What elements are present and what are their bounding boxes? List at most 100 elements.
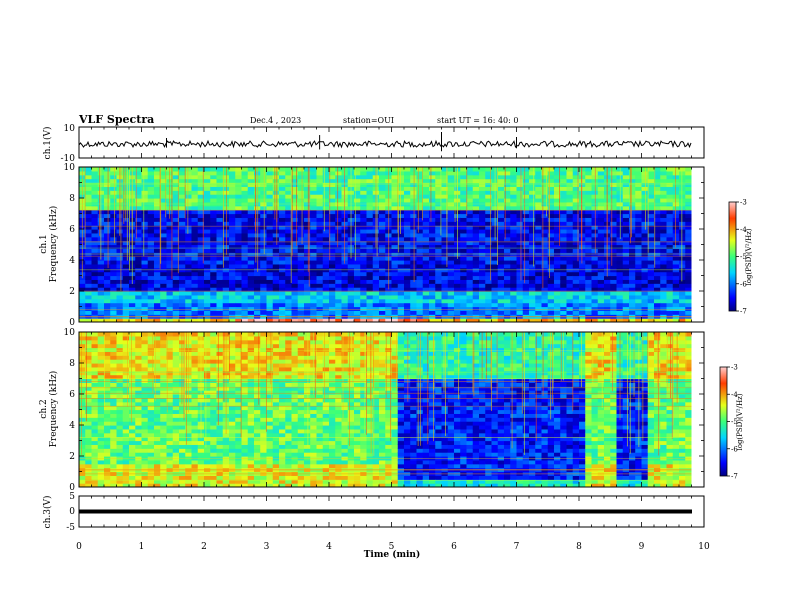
ch2-spectrogram-cell xyxy=(85,452,93,457)
ch2-spectrogram-cell xyxy=(104,483,111,487)
ch1-spectrogram-cell xyxy=(572,306,580,311)
ch1-spectrogram-cell xyxy=(335,291,343,296)
ch1-spectrogram-cell xyxy=(429,275,436,280)
ch1-spectrogram-cell xyxy=(610,306,618,311)
ch2-spectrogram-cell xyxy=(191,425,199,430)
ch1-spectrogram-cell xyxy=(185,190,193,195)
ch1-spectrogram-cell xyxy=(160,260,168,265)
ch2-spectrogram-cell xyxy=(91,425,99,430)
ch1-spectrogram-cell xyxy=(672,205,680,211)
ch1-spectrogram-cell xyxy=(197,279,205,284)
ch2-spectrogram-cell xyxy=(85,370,93,376)
ch1-spectrogram-cell xyxy=(329,190,336,195)
ch1-spectrogram-cell xyxy=(541,279,549,284)
ch1-spectrogram-cell xyxy=(185,213,193,218)
ch1-spectrogram-cell xyxy=(391,291,399,296)
ch1-spectrogram-cell xyxy=(354,260,361,265)
ch1-spectrogram-cell xyxy=(379,221,386,226)
ch1-spectrogram-cell xyxy=(397,287,405,292)
ch1-spectrogram-cell xyxy=(522,306,530,311)
ch1-spectrogram-cell xyxy=(666,318,674,322)
ch1-spectrogram-cell xyxy=(210,294,218,300)
ch2-spectrogram-cell xyxy=(147,394,155,399)
ch1-spectrogram-cell xyxy=(391,186,399,191)
ch2-spectrogram-cell xyxy=(179,436,186,442)
ch2-spectrogram-heatmap xyxy=(79,332,704,487)
ch1-spectrogram-cell xyxy=(410,252,418,257)
ch1-spectrogram-cell xyxy=(685,291,693,296)
ch1-spectrogram-cell xyxy=(241,232,249,238)
ch1-spectrogram-cell xyxy=(404,279,411,284)
ch2-spectrogram-cell xyxy=(204,332,211,337)
ch1-spectrogram-cell xyxy=(241,209,249,215)
ch1-spectrogram-cell xyxy=(160,186,168,191)
ch1-spectrogram-cell xyxy=(291,225,299,230)
ch1-spectrogram-cell xyxy=(529,260,536,265)
ch1-spectrogram-cell xyxy=(516,213,524,218)
ch1-spectrogram-cell xyxy=(216,213,224,218)
ch1-spectrogram-cell xyxy=(297,318,305,322)
ch1-spectrogram-cell xyxy=(497,194,505,199)
ch1-spectrogram-cell xyxy=(210,310,218,315)
ch1-spectrogram-cell xyxy=(179,298,186,304)
ch2-spectrogram-cell xyxy=(147,425,155,430)
ch1-spectrogram-cell xyxy=(491,287,499,292)
ch1-spectrogram-cell xyxy=(91,170,99,176)
ch1-spectrogram-cell xyxy=(360,209,368,215)
ch1-spectrogram-cell xyxy=(410,186,418,191)
ch1-spectrogram-cell xyxy=(485,178,493,184)
ch1-spectrogram-cell xyxy=(229,291,236,296)
ch1-spectrogram-cell xyxy=(466,287,474,292)
ch1-spectrogram-cell xyxy=(254,271,261,277)
ch1-spectrogram-cell xyxy=(310,244,318,249)
ch1-spectrogram-cell xyxy=(360,302,368,308)
ch1-spectrogram-cell xyxy=(141,225,149,230)
ch1-spectrogram-cell xyxy=(241,217,249,222)
ch2-spectrogram-cell xyxy=(154,432,161,438)
ch1-spectrogram-cell xyxy=(647,318,655,322)
ch1-spectrogram-cell xyxy=(397,174,405,180)
ch1-spectrogram-cell xyxy=(85,174,93,180)
ch1-spectrogram-cell xyxy=(166,229,174,234)
ch1-spectrogram-cell xyxy=(135,236,143,242)
ch1-spectrogram-cell xyxy=(460,263,468,269)
ch1-spectrogram-cell xyxy=(141,209,149,215)
ch1-spectrogram-cell xyxy=(204,287,211,292)
ch1-spectrogram-cell xyxy=(285,291,293,296)
ch1-spectrogram-cell xyxy=(341,283,349,288)
ch1-spectrogram-cell xyxy=(522,263,530,269)
ch1-spectrogram-cell xyxy=(316,186,324,191)
ch1-spectrogram-cell xyxy=(197,306,205,311)
ch2-spectrogram-cell xyxy=(129,343,136,349)
ch1-spectrogram-cell xyxy=(191,190,199,195)
ch1-spectrogram-cell xyxy=(516,318,524,322)
ch2-spectrogram-cell xyxy=(135,440,143,445)
ch1-spectrogram-cell xyxy=(297,225,305,230)
ch1-spectrogram-cell xyxy=(547,217,555,222)
ch1-spectrogram-cell xyxy=(216,190,224,195)
ch1-spectrogram-cell xyxy=(147,260,155,265)
ch1-spectrogram-cell xyxy=(485,170,493,176)
ch1-spectrogram-cell xyxy=(560,194,568,199)
ch1-spectrogram-cell xyxy=(410,294,418,300)
ch1-spectrogram-cell xyxy=(160,287,168,292)
ch1-spectrogram-cell xyxy=(310,217,318,222)
ch1-spectrogram-cell xyxy=(497,167,505,172)
ch1-spectrogram-cell xyxy=(329,256,336,261)
ch1-spectrogram-cell xyxy=(147,170,155,176)
ch1-spectrogram-cell xyxy=(535,318,543,322)
ch1-spectrogram-cell xyxy=(147,194,155,199)
ch1-spectrogram-cell xyxy=(560,167,568,172)
ch1-spectrogram-cell xyxy=(360,229,368,234)
ch1-spectrogram-cell xyxy=(241,221,249,226)
ch1-spectrogram-cell xyxy=(229,240,236,246)
ch1-spectrogram-cell xyxy=(179,260,186,265)
ch1-spectrogram-cell xyxy=(685,318,693,322)
ch1-spectrogram-cell xyxy=(554,190,561,195)
ch1-spectrogram-cell xyxy=(597,298,605,304)
ch2-spectrogram-cell xyxy=(204,343,211,349)
ch1-spectrogram-cell xyxy=(322,291,330,296)
ch1-spectrogram-cell xyxy=(579,170,586,176)
ch1-spectrogram-cell xyxy=(572,291,580,296)
ch1-spectrogram-cell xyxy=(672,263,680,269)
